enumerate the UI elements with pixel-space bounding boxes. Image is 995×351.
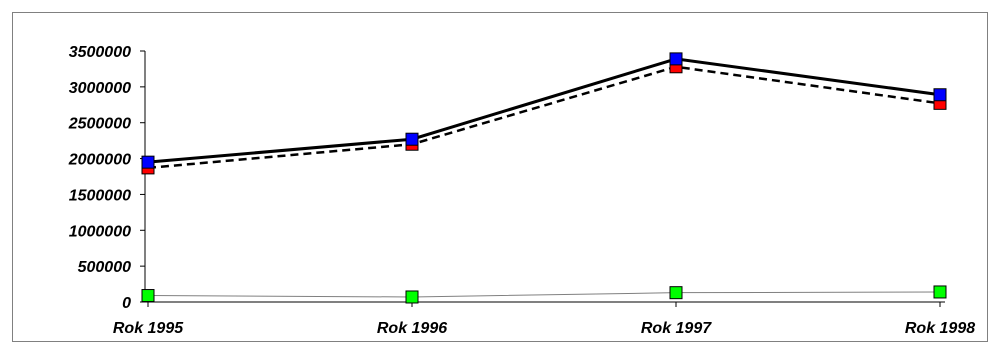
series-1-marker: [933, 88, 947, 102]
x-tick-label: Rok 1998: [905, 320, 975, 337]
series: [141, 52, 947, 304]
series-3-marker: [405, 290, 419, 304]
series-line-2: [147, 65, 941, 170]
y-tick-label: 3000000: [69, 80, 131, 97]
x-tick-label: Rok 1995: [113, 320, 184, 337]
y-tick-label: 1000000: [69, 223, 131, 240]
y-tick-label: 0: [122, 295, 131, 312]
y-tick-label: 2500000: [68, 116, 131, 133]
axes: [140, 50, 945, 307]
series-3-marker: [141, 289, 155, 303]
y-tick-labels: 0 500000 1000000 1500000 2000000 2500000 30000…: [68, 44, 131, 312]
series-line-1: [147, 57, 941, 164]
series-1-marker: [669, 52, 683, 66]
x-tick-label: Rok 1997: [641, 320, 712, 337]
series-1-marker: [405, 132, 419, 146]
series-line-3: [147, 291, 941, 298]
y-tick-label: 1500000: [69, 187, 131, 204]
y-tick-label: 2000000: [68, 152, 131, 169]
series-3-marker: [669, 286, 683, 300]
series-3-marker: [933, 285, 947, 299]
series-1-marker: [141, 155, 155, 169]
chart-frame: [12, 12, 988, 342]
x-tick-labels: Rok 1995 Rok 1996 Rok 1997 Rok 1998: [113, 320, 975, 337]
y-tick-label: 3500000: [69, 44, 131, 61]
x-tick-label: Rok 1996: [377, 320, 447, 337]
y-tick-label: 500000: [78, 259, 131, 276]
